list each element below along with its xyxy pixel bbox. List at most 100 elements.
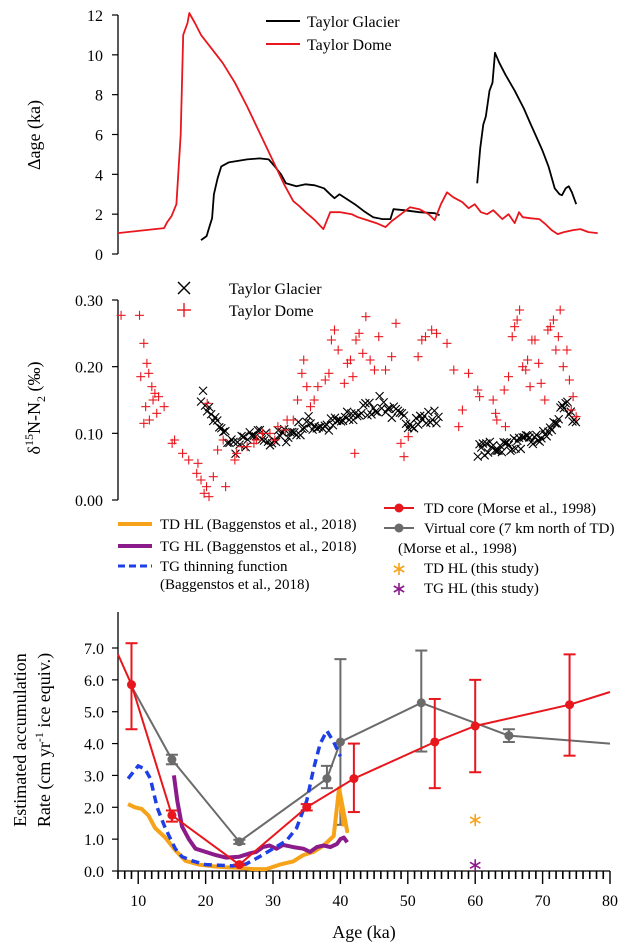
data-point <box>322 774 332 784</box>
point-taylor-dome <box>282 415 292 425</box>
point-taylor-glacier <box>478 439 488 448</box>
point-taylor-glacier <box>504 440 514 450</box>
point-taylor-dome <box>178 448 188 458</box>
point-taylor-dome <box>305 402 315 412</box>
point-taylor-dome <box>144 415 154 425</box>
point-taylor-dome <box>218 435 228 445</box>
point-taylor-glacier <box>204 402 214 412</box>
point-stroke <box>434 412 443 422</box>
point-stroke <box>499 437 508 447</box>
point-stroke <box>356 408 366 418</box>
point-taylor-dome <box>464 368 474 378</box>
point-taylor-dome <box>421 332 430 342</box>
point-taylor-dome <box>326 335 336 345</box>
data-point <box>302 802 312 812</box>
point-taylor-dome <box>135 310 145 320</box>
point-taylor-dome <box>333 345 343 355</box>
point-stroke <box>206 409 216 419</box>
x-tick-label: 30 <box>265 893 281 910</box>
point-taylor-glacier <box>281 437 291 447</box>
y-tick-label: 7.0 <box>84 641 104 658</box>
point-stroke <box>571 417 581 427</box>
point-taylor-dome <box>351 335 361 345</box>
panel-delta-age: 0 2 4 6 8 10 12 Δage (ka) Taylor Glacier Taylo… <box>24 8 598 264</box>
point-taylor-dome <box>293 395 303 405</box>
point-stroke <box>235 440 244 450</box>
y-ticks: 0.00 0.10 0.20 0.30 <box>75 293 118 510</box>
point-taylor-dome <box>154 392 164 402</box>
point-taylor-dome <box>199 488 209 498</box>
point-taylor-dome <box>534 358 544 368</box>
legend-label-tg-hl-this-study: TG HL (this study) <box>424 581 539 597</box>
point-taylor-glacier <box>559 403 569 413</box>
point-taylor-dome <box>548 315 558 325</box>
asterisk-stroke <box>393 565 405 573</box>
point-stroke <box>371 407 380 416</box>
point-stroke <box>521 430 531 440</box>
point-taylor-dome <box>297 368 307 378</box>
point-stroke <box>237 431 247 441</box>
x-axis-label: Age (ka) <box>332 922 395 943</box>
point-taylor-dome <box>510 322 520 332</box>
point-taylor-dome <box>512 315 522 325</box>
point-taylor-dome <box>540 395 550 405</box>
point-stroke <box>216 423 226 433</box>
point-taylor-glacier <box>287 427 297 437</box>
point-taylor-dome <box>208 472 218 482</box>
point-stroke <box>430 406 439 416</box>
point-stroke <box>401 419 411 429</box>
asterisk-stroke <box>393 585 405 593</box>
series-line-tg-hl-baggenstos-et-al-2018 <box>171 775 349 860</box>
point-taylor-dome <box>147 382 157 392</box>
point-taylor-dome <box>299 355 309 365</box>
point-taylor-dome <box>221 482 231 492</box>
scatter-points <box>116 305 581 502</box>
y-tick-label: 10 <box>87 48 103 65</box>
series-group <box>117 12 598 241</box>
point-taylor-dome <box>196 475 206 485</box>
point-stroke <box>528 439 538 449</box>
data-point <box>335 737 345 747</box>
point-taylor-dome <box>339 378 349 388</box>
point-taylor-dome <box>521 365 531 375</box>
point-taylor-dome <box>530 335 540 345</box>
y-axis-label: Estimated accumulation <box>10 653 30 826</box>
point-taylor-dome <box>202 482 212 492</box>
point-stroke <box>502 438 512 447</box>
y-axis-label: Δage (ka) <box>24 100 45 170</box>
series-line-tg-thinning-function-baggenstos-et-al-2018 <box>126 727 342 868</box>
point-stroke <box>259 436 269 446</box>
point-taylor-glacier <box>395 408 405 418</box>
point-taylor-dome <box>280 425 290 435</box>
point-taylor-glacier <box>432 418 441 428</box>
point-taylor-dome <box>536 378 546 388</box>
legend: Taylor Glacier Taylor Dome <box>266 14 400 54</box>
point-stroke <box>324 426 334 435</box>
point-taylor-glacier <box>554 414 564 424</box>
point-stroke <box>383 404 393 414</box>
point-taylor-glacier <box>473 452 483 462</box>
point-taylor-dome <box>152 408 162 418</box>
y-tick-label: 3.0 <box>84 768 104 785</box>
panel-d15n: 0.00 0.10 0.20 0.30 δ15N-N2 (‰) Taylor Glac… <box>22 281 581 510</box>
point-taylor-glacier <box>212 416 222 425</box>
point-taylor-dome <box>568 392 578 402</box>
point-taylor-dome <box>309 395 319 405</box>
point-stroke <box>367 409 376 419</box>
point-stroke <box>296 430 305 440</box>
point-taylor-dome <box>213 445 223 455</box>
y-tick-label: 0.00 <box>75 493 103 510</box>
point-taylor-dome <box>551 345 561 355</box>
y-axis-label-line2: Rate (cm yr-1 ice equiv.) <box>32 653 55 827</box>
point-stroke <box>423 407 433 417</box>
point-taylor-dome <box>139 338 149 348</box>
point-stroke <box>492 446 502 456</box>
point-stroke <box>375 391 385 401</box>
legend-marker-virtual-core <box>394 523 404 533</box>
data-point <box>234 860 244 870</box>
point-taylor-dome <box>564 375 574 385</box>
point-stroke <box>497 447 507 457</box>
point-stroke <box>204 402 214 412</box>
point-taylor-dome <box>116 310 126 320</box>
y-axis-label: δ15N-N2 (‰) <box>22 362 48 455</box>
